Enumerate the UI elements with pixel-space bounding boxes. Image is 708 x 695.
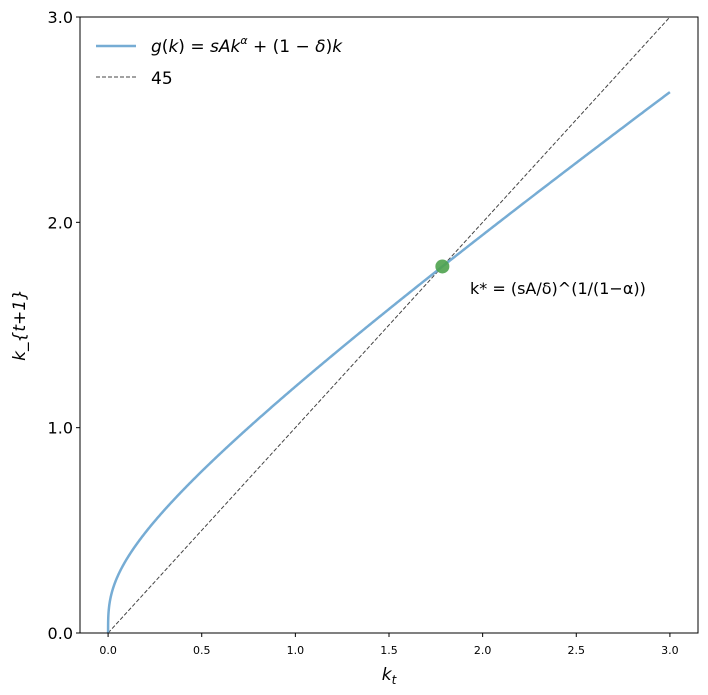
y-tick-label: 0.0 — [48, 624, 73, 643]
x-tick-label: 0.5 — [193, 644, 211, 657]
y-tick-label: 3.0 — [48, 8, 73, 27]
steady-state-point — [435, 259, 450, 274]
steady-state-annotation: k* = (sA/δ)^(1/(1−α)) — [470, 279, 646, 298]
x-tick-label: 2.5 — [568, 644, 586, 657]
y-axis-label: k_{t+1} — [10, 289, 30, 361]
line-45-degree — [107, 16, 671, 634]
x-axis-label: kt — [382, 665, 398, 687]
x-tick-label: 3.0 — [661, 644, 679, 657]
legend: g(k) = sAkα + (1 − δ)k 45 — [96, 34, 343, 89]
x-tick-label: 1.5 — [380, 644, 398, 657]
x-tick-label: 0.0 — [99, 644, 117, 657]
y-tick-label: 2.0 — [48, 213, 73, 232]
legend-label-g: g(k) = sAkα + (1 − δ)k — [151, 34, 343, 57]
x-tick-label: 1.0 — [287, 644, 305, 657]
y-tick-label: 1.0 — [48, 419, 73, 438]
x-tick-label: 2.0 — [474, 644, 492, 657]
line-g-curve — [106, 91, 671, 633]
legend-label-45: 45 — [151, 69, 173, 89]
